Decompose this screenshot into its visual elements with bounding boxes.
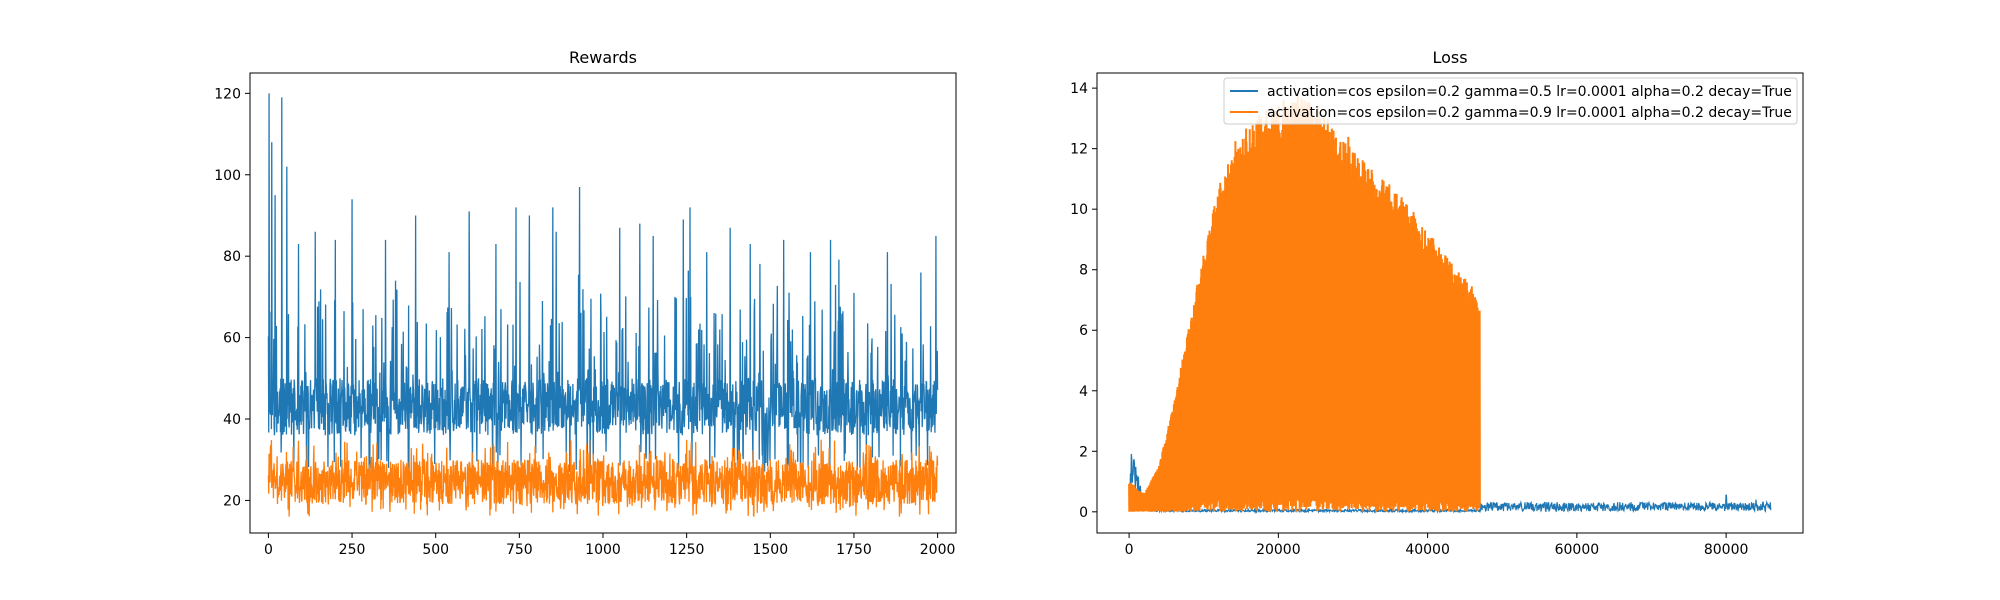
y-tick-label: 8 (1079, 263, 1088, 279)
loss-y-ticks: 0 2 4 6 8 10 12 14 (1070, 81, 1097, 521)
rewards-line-blue (267, 93, 939, 472)
y-tick-label: 120 (214, 86, 241, 102)
legend-box (1223, 77, 1798, 125)
y-tick-label: 4 (1079, 384, 1088, 400)
loss-series-group (1128, 95, 1772, 515)
x-tick-label: 20000 (1256, 542, 1301, 558)
x-tick-label: 40000 (1405, 542, 1450, 558)
rewards-x-ticks: 0 250 500 750 1000 1250 1500 1750 2000 (264, 533, 955, 558)
loss-legend: activation=cos epsilon=0.2 gamma=0.5 lr=… (1223, 77, 1798, 125)
legend-label-orange: activation=cos epsilon=0.2 gamma=0.9 lr=… (1267, 105, 1792, 121)
x-tick-label: 1250 (669, 542, 705, 558)
x-tick-label: 500 (422, 542, 449, 558)
rewards-y-ticks: 20 40 60 80 100 120 (214, 86, 250, 509)
loss-line-orange (1128, 95, 1481, 512)
x-tick-label: 1000 (585, 542, 621, 558)
loss-x-ticks: 0 20000 40000 60000 80000 (1125, 533, 1749, 558)
y-tick-label: 20 (223, 493, 241, 509)
y-tick-label: 6 (1079, 323, 1088, 339)
rewards-panel: Rewards 0 250 500 750 1000 1250 1500 1750 2000 2… (214, 48, 957, 558)
y-tick-label: 10 (1070, 202, 1088, 218)
x-tick-label: 750 (506, 542, 533, 558)
loss-axes-frame (1096, 72, 1804, 534)
y-tick-label: 14 (1070, 81, 1088, 97)
y-tick-label: 80 (223, 249, 241, 265)
y-tick-label: 12 (1070, 142, 1088, 158)
x-tick-label: 2000 (920, 542, 956, 558)
y-tick-label: 100 (214, 168, 241, 184)
x-tick-label: 0 (264, 542, 273, 558)
y-tick-label: 2 (1079, 444, 1088, 460)
x-tick-label: 250 (339, 542, 366, 558)
x-tick-label: 0 (1125, 542, 1134, 558)
loss-title: Loss (1432, 48, 1467, 67)
y-tick-label: 60 (223, 331, 241, 347)
x-tick-label: 1500 (752, 542, 788, 558)
rewards-title: Rewards (569, 48, 637, 67)
legend-label-blue: activation=cos epsilon=0.2 gamma=0.5 lr=… (1267, 84, 1792, 100)
rewards-line-orange (267, 439, 939, 517)
y-tick-label: 0 (1079, 505, 1088, 521)
rewards-series-group (267, 93, 939, 517)
x-tick-label: 60000 (1555, 542, 1600, 558)
x-tick-label: 1750 (836, 542, 872, 558)
x-tick-label: 80000 (1704, 542, 1749, 558)
y-tick-label: 40 (223, 412, 241, 428)
loss-panel: Loss 0 20000 40000 60000 80000 0 2 4 6 8 10 12 14 a… (1070, 48, 1804, 558)
